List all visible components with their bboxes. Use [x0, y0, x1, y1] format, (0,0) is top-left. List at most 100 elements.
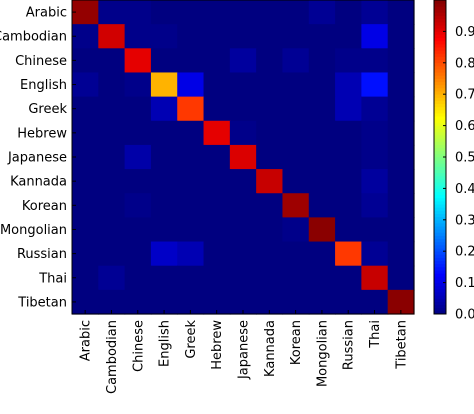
cell-thai-chinese — [124, 265, 152, 291]
colorbar-segment — [434, 175, 446, 180]
y-tick-label-kannada: Kannada — [10, 175, 67, 190]
cell-hebrew-mongolian — [308, 120, 336, 146]
colorbar-segment — [434, 18, 446, 23]
cell-japanese-kannada — [256, 144, 284, 170]
cell-korean-mongolian — [308, 193, 336, 218]
cell-greek-mongolian — [308, 96, 336, 122]
y-tick-label-english: English — [20, 78, 67, 93]
x-tick-label-thai: Thai — [368, 320, 383, 349]
cell-russian-chinese — [124, 241, 152, 267]
cell-cambodian-english — [150, 24, 178, 49]
cell-english-korean — [282, 72, 310, 98]
colorbar-segment — [434, 216, 446, 221]
cell-korean-hebrew — [203, 193, 231, 218]
colorbar-segment — [434, 232, 446, 236]
colorbar-segment — [434, 6, 446, 10]
colorbar-segment — [434, 210, 446, 214]
y-tick-label-russian: Russian — [17, 247, 67, 262]
colorbar-segment — [434, 150, 446, 155]
cell-greek-cambodian — [98, 96, 126, 122]
cell-korean-cambodian — [98, 193, 126, 218]
cell-japanese-japanese — [229, 144, 257, 170]
cell-greek-chinese — [124, 96, 152, 122]
colorbar-segment — [434, 238, 446, 243]
colorbar-segment — [434, 135, 446, 139]
colorbar-segment — [434, 116, 446, 120]
cell-english-cambodian — [98, 72, 126, 98]
colorbar-segment — [434, 307, 446, 312]
cell-kannada-tibetan — [387, 169, 415, 194]
colorbar-segment — [434, 241, 446, 246]
colorbar-segment — [434, 15, 446, 20]
y-tick-label-korean: Korean — [22, 199, 67, 214]
x-tick-label-greek: Greek — [184, 320, 199, 359]
cell-cambodian-russian — [335, 24, 362, 49]
cell-korean-kannada — [256, 193, 284, 218]
colorbar-segment — [434, 87, 446, 92]
cell-thai-english — [150, 265, 178, 291]
cell-hebrew-english — [150, 120, 178, 146]
cell-japanese-korean — [282, 144, 310, 170]
cell-korean-chinese — [124, 193, 152, 218]
colorbar-tick-label: 0.3 — [455, 213, 474, 228]
colorbar-segment — [434, 229, 446, 233]
x-tick-label-korean: Korean — [289, 320, 304, 365]
colorbar-tick-label: 0.0 — [455, 308, 474, 323]
cell-hebrew-russian — [335, 120, 362, 146]
colorbar-segment — [434, 103, 446, 108]
colorbar-segment — [434, 125, 446, 130]
colorbar-segment — [434, 28, 446, 32]
colorbar-segment — [434, 188, 446, 192]
cell-korean-korean — [282, 193, 310, 218]
cell-hebrew-tibetan — [387, 120, 415, 146]
cell-cambodian-tibetan — [387, 24, 415, 49]
colorbar-segment — [434, 62, 446, 67]
cell-cambodian-kannada — [256, 24, 284, 49]
colorbar-segment — [434, 119, 446, 123]
cell-mongolian-cambodian — [98, 217, 126, 243]
cell-thai-greek — [177, 265, 205, 291]
colorbar-segment — [434, 282, 446, 287]
colorbar-segment — [434, 200, 446, 205]
x-tick-label-tibetan: Tibetan — [394, 320, 409, 370]
cell-thai-mongolian — [308, 265, 336, 291]
colorbar-tick-label: 0.7 — [455, 88, 474, 103]
cell-cambodian-mongolian — [308, 24, 336, 49]
cell-kannada-russian — [335, 169, 362, 194]
colorbar-segment — [434, 213, 446, 218]
cell-arabic-japanese — [229, 0, 257, 25]
cell-thai-hebrew — [203, 265, 231, 291]
colorbar-segment — [434, 31, 446, 35]
colorbar-segment — [434, 288, 446, 293]
cell-japanese-greek — [177, 144, 205, 170]
cell-kannada-cambodian — [98, 169, 126, 194]
cell-cambodian-thai — [361, 24, 389, 49]
colorbar-segment — [434, 219, 446, 224]
cell-russian-cambodian — [98, 241, 126, 267]
cell-chinese-mongolian — [308, 48, 336, 74]
colorbar-segment — [434, 178, 446, 183]
cell-korean-japanese — [229, 193, 257, 218]
colorbar-segment — [434, 257, 446, 262]
cell-russian-korean — [282, 241, 310, 267]
cell-russian-hebrew — [203, 241, 231, 267]
cell-kannada-english — [150, 169, 178, 194]
colorbar-tick-label: 0.4 — [455, 182, 474, 197]
cell-thai-thai — [361, 265, 389, 291]
colorbar-segment — [434, 69, 446, 73]
cell-mongolian-kannada — [256, 217, 284, 243]
colorbar-segment — [434, 251, 446, 255]
cell-russian-english — [150, 241, 178, 267]
cell-arabic-thai — [361, 0, 389, 25]
cell-chinese-kannada — [256, 48, 284, 74]
cell-korean-english — [150, 193, 178, 218]
colorbar-segment — [434, 72, 446, 76]
cell-english-russian — [335, 72, 362, 98]
heatmap-cells — [72, 0, 415, 315]
cell-thai-japanese — [229, 265, 257, 291]
cell-arabic-chinese — [124, 0, 152, 25]
colorbar-segment — [434, 153, 446, 158]
cell-russian-greek — [177, 241, 205, 267]
cell-thai-tibetan — [387, 265, 415, 291]
cell-thai-korean — [282, 265, 310, 291]
